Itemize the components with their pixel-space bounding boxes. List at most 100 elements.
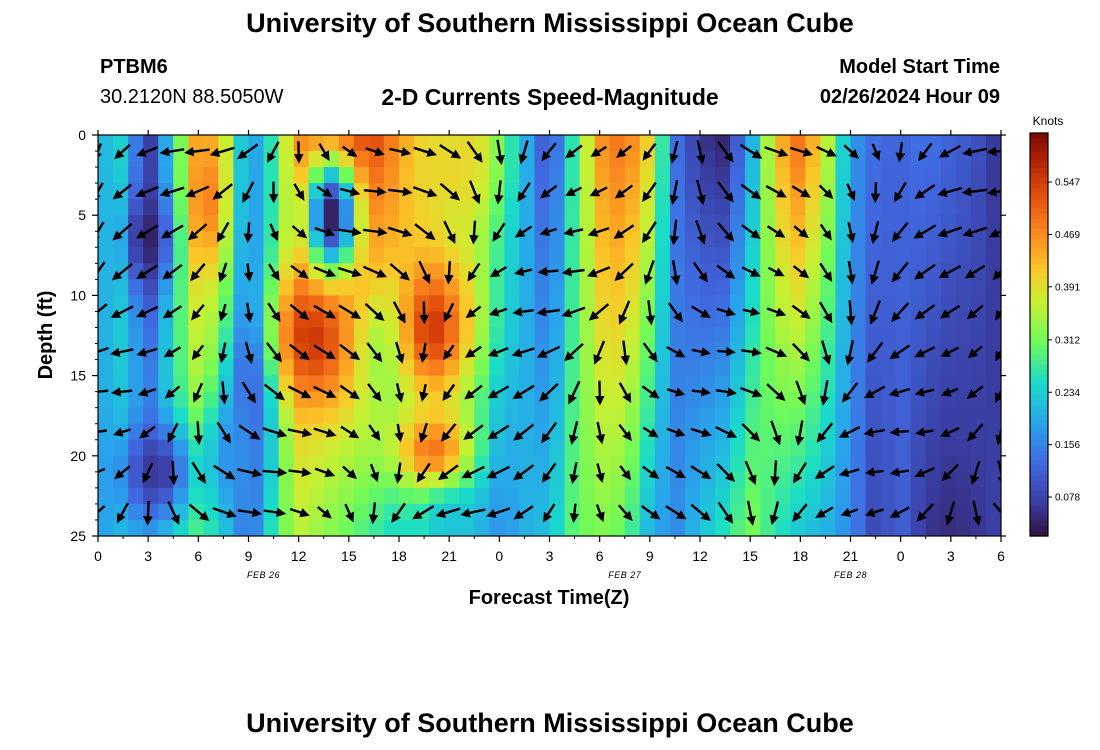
colorbar-band — [1030, 520, 1048, 527]
heat-cell — [564, 247, 581, 264]
heat-cell — [820, 327, 837, 345]
current-vector — [986, 187, 1001, 197]
heat-cell — [113, 407, 129, 425]
current-vector — [541, 462, 557, 483]
heat-cell — [278, 183, 295, 200]
heat-cell — [684, 423, 701, 441]
heat-cell — [985, 151, 1001, 168]
heat-cell — [233, 183, 250, 200]
heat-cell — [263, 519, 280, 536]
current-vector — [869, 300, 881, 325]
heat-cell — [865, 199, 882, 216]
heat-cell — [760, 359, 776, 377]
heat-cell — [985, 327, 1001, 345]
heat-cell — [790, 455, 806, 473]
heat-cell — [459, 167, 475, 184]
y-axis-label: Depth (ft) — [35, 291, 57, 380]
heat-cell — [985, 455, 1001, 473]
heat-cell — [940, 391, 957, 409]
current-vector — [518, 140, 529, 165]
current-vector — [716, 264, 736, 279]
heat-cell — [669, 263, 686, 280]
heat-cell — [880, 215, 897, 232]
heat-cell — [880, 407, 897, 425]
colorbar-tick-label: 0.156 — [1055, 440, 1080, 451]
heat-cell — [188, 407, 204, 425]
current-vector — [514, 225, 533, 238]
current-vector — [439, 143, 462, 159]
heat-cell — [128, 199, 144, 216]
heat-cell — [639, 247, 656, 264]
heat-cell — [459, 439, 475, 457]
heat-cell — [925, 439, 942, 457]
heat-cell — [955, 503, 972, 521]
heat-cell — [353, 135, 370, 152]
colorbar-band — [1030, 525, 1048, 532]
colorbar-band — [1030, 349, 1048, 356]
heat-cell — [910, 487, 927, 505]
heat-cell — [429, 519, 445, 536]
current-vector — [413, 146, 437, 157]
heat-cell — [760, 455, 776, 473]
heat-cell — [684, 151, 701, 168]
heat-cell — [730, 519, 746, 536]
heat-cell — [835, 439, 852, 457]
colorbar-band — [1030, 294, 1048, 300]
current-vector — [168, 461, 179, 486]
heat-cell — [549, 519, 566, 536]
heat-cell — [790, 151, 806, 168]
current-vector — [511, 347, 535, 358]
current-vector — [137, 387, 157, 397]
heat-cell — [248, 199, 265, 216]
heat-cell — [925, 487, 942, 505]
heat-cell — [865, 375, 882, 393]
heat-cell — [790, 247, 806, 264]
heat-cell — [970, 215, 987, 232]
heat-cell — [293, 151, 310, 168]
current-vector — [595, 463, 605, 483]
current-vector — [313, 344, 336, 360]
current-vector — [110, 347, 134, 357]
current-vector — [110, 305, 134, 318]
heat-cell — [639, 439, 656, 457]
current-vector — [184, 146, 210, 157]
heat-cell — [790, 359, 806, 377]
colorbar-band — [1030, 329, 1048, 336]
heat-cell — [940, 439, 957, 457]
current-vector — [642, 142, 657, 161]
heat-cell — [429, 167, 445, 184]
heat-cell — [143, 519, 159, 536]
heat-cell — [308, 151, 325, 168]
heat-cell — [414, 359, 430, 377]
heat-cell — [895, 471, 912, 489]
heat-cell — [188, 359, 204, 377]
heat-cell — [850, 407, 867, 425]
current-vector — [267, 141, 280, 163]
heat-cell — [955, 311, 972, 329]
heat-cell — [173, 199, 189, 216]
current-vector — [467, 262, 481, 282]
heat-cell — [338, 359, 355, 377]
heat-cell — [278, 279, 295, 296]
current-vector — [670, 260, 681, 286]
main-title: University of Southern Mississippi Ocean… — [246, 8, 854, 38]
heat-cell — [474, 487, 490, 505]
heat-cell — [775, 359, 791, 377]
current-vector — [972, 500, 982, 526]
heat-cell — [624, 455, 641, 473]
x-tick-label: 18 — [391, 548, 407, 564]
heat-cell — [745, 167, 761, 184]
heat-cell — [624, 519, 641, 536]
heat-cell — [925, 471, 942, 489]
heat-cell — [624, 327, 641, 345]
plot-title: 2-D Currents Speed-Magnitude — [381, 84, 719, 110]
heat-cell — [323, 439, 340, 457]
heat-cell — [970, 151, 987, 168]
heat-cell — [233, 295, 250, 313]
heat-cell — [459, 215, 475, 232]
heat-cell — [218, 407, 235, 425]
heat-cell — [730, 455, 746, 473]
current-vector — [212, 183, 233, 200]
heat-cell — [278, 167, 295, 184]
